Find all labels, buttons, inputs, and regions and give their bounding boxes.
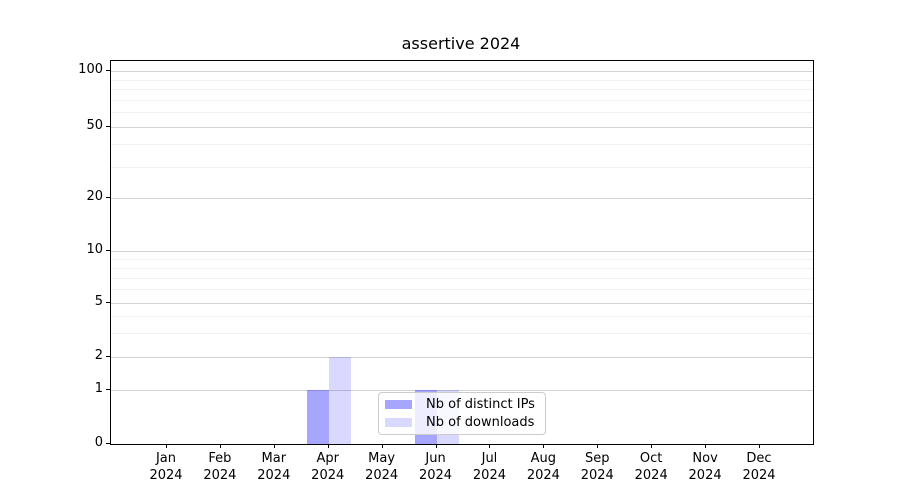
x-tick-mark: [381, 444, 383, 448]
y-tick-mark: [106, 389, 110, 390]
x-tick-mark: [597, 444, 599, 448]
x-tick-label: Jan 2024: [149, 451, 183, 483]
gridline-minor: [111, 144, 813, 146]
y-tick-label: 2: [94, 348, 103, 363]
gridline-minor: [111, 79, 813, 81]
y-tick-label: 50: [86, 118, 103, 133]
y-tick-label: 1: [94, 381, 103, 396]
y-tick-mark: [106, 70, 110, 71]
x-tick-mark: [435, 444, 437, 448]
gridline-minor: [111, 99, 813, 101]
legend-swatch-icon: [385, 400, 412, 410]
legend: Nb of distinct IPs Nb of downloads: [378, 392, 546, 435]
y-tick-mark: [106, 302, 110, 303]
x-tick-label: Sep 2024: [580, 451, 614, 483]
x-tick-label: May 2024: [365, 451, 399, 483]
y-tick-label: 5: [94, 294, 103, 309]
x-tick-label: Jun 2024: [418, 451, 453, 483]
x-tick-mark: [219, 444, 221, 448]
gridline-major: [111, 303, 813, 304]
x-tick-mark: [273, 444, 275, 448]
x-tick-label: Oct 2024: [634, 451, 668, 483]
y-tick-label: 100: [78, 62, 103, 77]
x-tick-label: Nov 2024: [688, 451, 722, 483]
legend-entry: Nb of distinct IPs: [385, 396, 539, 414]
chart-title: assertive 2024: [401, 34, 521, 53]
x-tick-mark: [543, 444, 545, 448]
x-tick-label: Mar 2024: [257, 451, 291, 483]
x-tick-label: Feb 2024: [203, 451, 237, 483]
y-tick-label: 20: [86, 189, 103, 204]
gridline-minor: [111, 277, 813, 279]
gridline-major: [111, 127, 813, 128]
y-tick-label: 0: [94, 435, 103, 450]
gridline-minor: [111, 166, 813, 168]
gridline-minor: [111, 258, 813, 260]
y-tick-label: 10: [86, 242, 103, 257]
gridline-minor: [111, 316, 813, 318]
gridline-major: [111, 390, 813, 391]
gridline-minor: [111, 333, 813, 335]
y-tick-mark: [106, 356, 110, 357]
x-tick-label: Apr 2024: [311, 451, 345, 483]
legend-swatch-icon: [385, 417, 412, 427]
x-tick-mark: [327, 444, 329, 448]
bar-nb-of-downloads: [328, 357, 351, 444]
x-tick-mark: [758, 444, 760, 448]
plot-area: [110, 60, 814, 445]
x-tick-label: Dec 2024: [742, 451, 776, 483]
legend-entry: Nb of downloads: [385, 414, 539, 432]
gridline-major: [111, 71, 813, 72]
bar-nb-of-distinct-ips: [306, 390, 329, 444]
x-tick-mark: [166, 444, 167, 448]
y-tick-mark: [106, 443, 110, 444]
gridline-minor: [111, 89, 813, 91]
x-tick-mark: [489, 444, 491, 448]
gridline-major: [111, 251, 813, 252]
gridline-minor: [111, 289, 813, 291]
y-tick-mark: [106, 250, 110, 251]
gridline-major: [111, 357, 813, 358]
x-tick-label: Jul 2024: [472, 451, 506, 483]
gridline-minor: [111, 267, 813, 269]
y-tick-mark: [106, 126, 110, 127]
x-tick-mark: [705, 444, 707, 448]
legend-label: Nb of distinct IPs: [426, 397, 535, 413]
gridline-major: [111, 198, 813, 199]
x-tick-mark: [651, 444, 653, 448]
legend-label: Nb of downloads: [426, 414, 535, 430]
y-tick-mark: [106, 197, 110, 198]
gridline-minor: [111, 112, 813, 114]
x-tick-label: Aug 2024: [526, 451, 560, 483]
